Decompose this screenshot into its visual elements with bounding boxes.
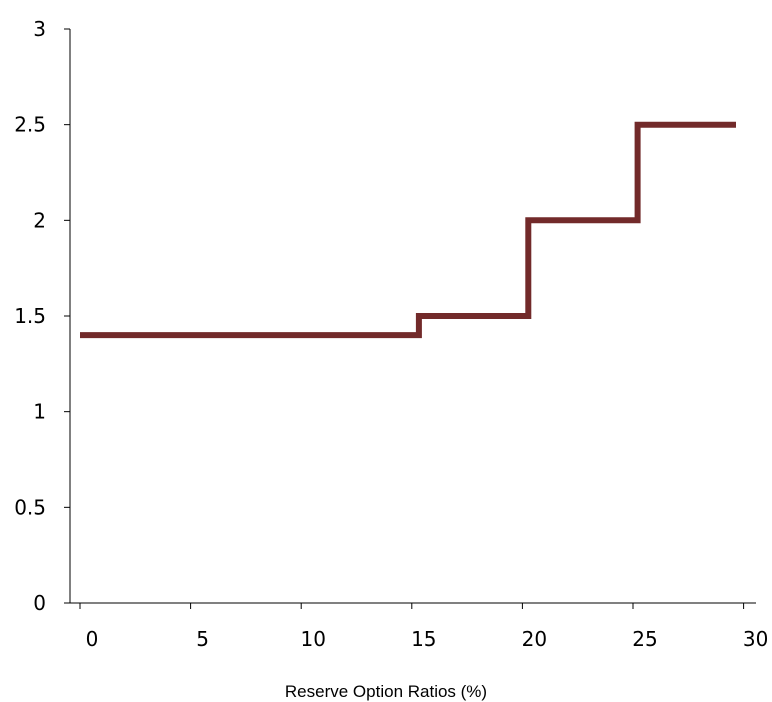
x-tick-label: 0 bbox=[86, 627, 99, 651]
y-tick-label: 1.5 bbox=[14, 304, 46, 328]
x-tick-label: 10 bbox=[300, 627, 325, 651]
series-layer bbox=[80, 121, 736, 339]
series-line-0 bbox=[80, 121, 736, 339]
y-tick-label: 3 bbox=[33, 17, 46, 41]
x-tick-label: 30 bbox=[743, 627, 768, 651]
x-axis-title: Reserve Option Ratios (%) bbox=[285, 682, 487, 701]
y-tick-label: 0 bbox=[33, 591, 46, 615]
y-tick-label: 1 bbox=[33, 400, 46, 424]
x-tick-label: 20 bbox=[522, 627, 547, 651]
x-axis-ticks: 0 5 10 15 20 25 30 bbox=[79, 603, 768, 651]
y-tick-label: 2.5 bbox=[14, 113, 46, 137]
x-tick-label: 25 bbox=[632, 627, 657, 651]
y-axis-ticks: 0 0.5 1 1.5 2 2.5 3 bbox=[14, 17, 70, 615]
y-tick-label: 2 bbox=[33, 208, 46, 232]
y-tick-label: 0.5 bbox=[14, 495, 46, 519]
x-tick-label: 15 bbox=[411, 627, 436, 651]
x-tick-label: 5 bbox=[196, 627, 209, 651]
axes-layer bbox=[69, 29, 756, 604]
